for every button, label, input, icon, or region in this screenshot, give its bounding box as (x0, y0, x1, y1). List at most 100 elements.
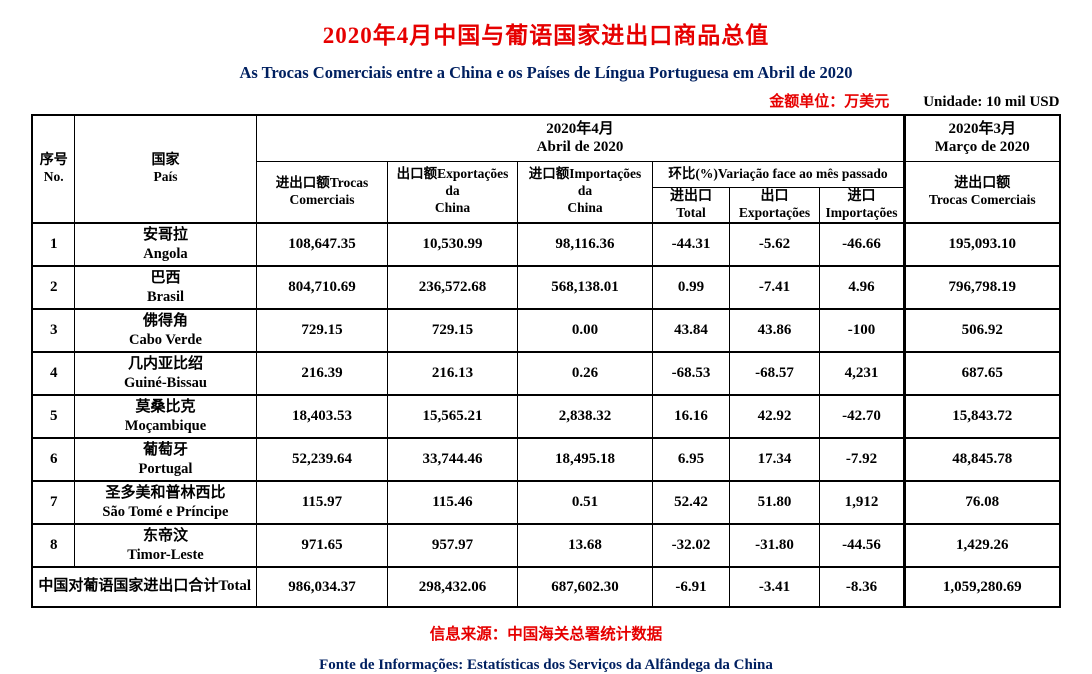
trade-table: 序号 No. 国家 País 2020年4月 Abril de 2020 202… (31, 114, 1061, 608)
header-exports-line2: China (434, 200, 471, 216)
country-cell: 莫桑比克 Moçambique (73, 393, 257, 439)
table-row: 5 莫桑比克 Moçambique 18,403.53 15,565.21 2,… (31, 393, 1061, 439)
column-header-mom-exports: 出口 Exportações (728, 186, 820, 224)
value-cell: -68.53 (651, 350, 730, 396)
value-cell: 687.65 (903, 350, 1061, 396)
value-cell: -7.92 (818, 436, 906, 482)
value-cell: 195,093.10 (903, 221, 1061, 267)
value-cell: 236,572.68 (386, 264, 518, 310)
value-cell: 804,710.69 (255, 264, 388, 310)
table-row: 8 东帝汶 Timor-Leste 971.65 957.97 13.68 -3… (31, 522, 1061, 568)
table-row: 7 圣多美和普林西比 São Tomé e Príncipe 115.97 11… (31, 479, 1061, 525)
header-trade-line2: Comerciais (289, 191, 355, 207)
value-cell: 51.80 (728, 479, 820, 525)
header-country-cn: 国家 (151, 152, 180, 168)
country-cell: 几内亚比绍 Guiné-Bissau (73, 350, 257, 396)
row-number: 6 (31, 436, 75, 482)
row-number: 1 (31, 221, 75, 267)
header-mom-exports-cn: 出口 (760, 188, 789, 204)
value-cell: 16.16 (651, 393, 730, 439)
header-no-pt: No. (43, 169, 64, 185)
page-title-portuguese: As Trocas Comerciais entre a China e os … (239, 63, 853, 82)
column-group-march-2020: 2020年3月 Março de 2020 (903, 114, 1061, 162)
value-cell: 13.68 (516, 522, 653, 568)
value-cell: 17.34 (728, 436, 820, 482)
header-imports-line1: 进口额Importações da (528, 166, 642, 199)
value-cell: 43.86 (728, 307, 820, 353)
column-header-mom-imports: 进口 Importações (818, 186, 906, 224)
country-name-chinese: 莫桑比克 (135, 398, 196, 415)
header-mom-total-cn: 进出口 (669, 188, 712, 204)
value-cell: 15,843.72 (903, 393, 1061, 439)
row-number: 2 (31, 264, 75, 310)
country-name-chinese: 葡萄牙 (142, 441, 188, 458)
column-header-no: 序号 No. (31, 114, 75, 224)
value-cell: -32.02 (651, 522, 730, 568)
unit-line: 金额单位：万美元 Unidade: 10 mil USD (33, 90, 1059, 111)
value-cell: -46.66 (818, 221, 906, 267)
header-march-trade-cn: 进出口额 (954, 175, 1011, 191)
column-group-mom-variation: 环比(%)Variação face ao mês passado (651, 160, 906, 188)
value-cell: -100 (818, 307, 906, 353)
country-cell: 东帝汶 Timor-Leste (73, 522, 257, 568)
total-value-march-trade: 1,059,280.69 (903, 565, 1061, 608)
value-cell: 76.08 (903, 479, 1061, 525)
column-header-march-trade: 进出口额 Trocas Comerciais (903, 160, 1061, 224)
header-no-cn: 序号 (39, 152, 68, 168)
header-march-cn: 2020年3月 (948, 120, 1017, 137)
value-cell: 115.97 (255, 479, 388, 525)
value-cell: 729.15 (386, 307, 518, 353)
page-title-chinese: 2020年4月中国与葡语国家进出口商品总值 (322, 23, 770, 48)
column-header-exports: 出口额Exportações da China (386, 160, 518, 224)
country-name-portuguese: Angola (143, 245, 188, 262)
header-april-cn: 2020年4月 (546, 120, 614, 137)
country-name-portuguese: Portugal (138, 460, 193, 477)
value-cell: 15,565.21 (386, 393, 518, 439)
value-cell: 98,116.36 (516, 221, 653, 267)
header-mom-total-pt: Total (676, 205, 706, 220)
column-header-country: 国家 País (73, 114, 257, 224)
value-cell: 52.42 (651, 479, 730, 525)
table-row: 6 葡萄牙 Portugal 52,239.64 33,744.46 18,49… (31, 436, 1061, 482)
source-note-chinese: 信息来源：中国海关总署统计数据 (429, 625, 663, 643)
table-row: 3 佛得角 Cabo Verde 729.15 729.15 0.00 43.8… (31, 307, 1061, 353)
value-cell: 48,845.78 (903, 436, 1061, 482)
value-cell: 796,798.19 (903, 264, 1061, 310)
value-cell: -31.80 (728, 522, 820, 568)
value-cell: 4.96 (818, 264, 906, 310)
header-country-pt: País (153, 169, 178, 185)
table-row: 2 巴西 Brasil 804,710.69 236,572.68 568,13… (31, 264, 1061, 310)
header-mom-exports-pt: Exportações (738, 205, 811, 220)
total-value-mom-total: -6.91 (651, 565, 730, 608)
value-cell: 108,647.35 (255, 221, 388, 267)
value-cell: 6.95 (651, 436, 730, 482)
value-cell: -42.70 (818, 393, 906, 439)
value-cell: 0.26 (516, 350, 653, 396)
column-group-april-2020: 2020年4月 Abril de 2020 (255, 114, 906, 162)
table-row: 4 几内亚比绍 Guiné-Bissau 216.39 216.13 0.26 … (31, 350, 1061, 396)
header-mom-imports-pt: Importações (825, 205, 898, 220)
country-cell: 巴西 Brasil (73, 264, 257, 310)
row-number: 8 (31, 522, 75, 568)
value-cell: 506.92 (903, 307, 1061, 353)
country-name-chinese: 安哥拉 (142, 226, 188, 243)
country-name-portuguese: Moçambique (124, 417, 207, 434)
value-cell: 18,403.53 (255, 393, 388, 439)
total-value-mom-imports: -8.36 (818, 565, 906, 608)
total-row-label: 中国对葡语国家进出口合计Total (31, 565, 257, 608)
row-number: 5 (31, 393, 75, 439)
value-cell: -5.62 (728, 221, 820, 267)
value-cell: 2,838.32 (516, 393, 653, 439)
header-march-pt: Março de 2020 (934, 139, 1030, 156)
country-name-portuguese: Brasil (146, 288, 184, 305)
header-trade-line1: 进出口额Trocas (275, 174, 369, 190)
country-name-portuguese: Cabo Verde (129, 331, 202, 348)
country-name-portuguese: São Tomé e Príncipe (102, 503, 229, 520)
value-cell: 4,231 (818, 350, 906, 396)
value-cell: 52,239.64 (255, 436, 388, 482)
value-cell: -7.41 (728, 264, 820, 310)
country-name-chinese: 东帝汶 (142, 527, 188, 544)
row-number: 7 (31, 479, 75, 525)
value-cell: -68.57 (728, 350, 820, 396)
